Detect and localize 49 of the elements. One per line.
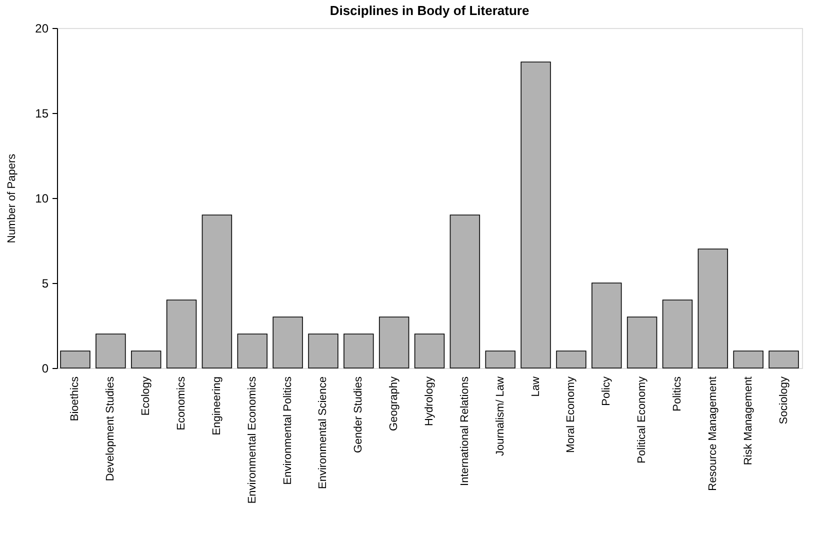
x-tick-label: Sociology <box>778 376 790 424</box>
y-tick-label: 15 <box>35 106 49 120</box>
bar <box>768 350 799 368</box>
x-tick-label: Bioethics <box>69 376 82 422</box>
x-tick-label: Law <box>530 376 542 397</box>
bar <box>414 334 445 368</box>
bar <box>130 350 162 368</box>
bar <box>96 334 126 368</box>
x-tick-label: Ecology <box>140 376 152 416</box>
x-tick-label: Environmental Economics <box>246 376 258 504</box>
x-tick-label: International Relations <box>458 376 471 486</box>
bar <box>237 334 268 368</box>
bar <box>662 300 693 368</box>
x-tick-label: Engineering <box>210 376 223 436</box>
x-tick-label: Geography <box>388 376 400 431</box>
y-tick-label: 5 <box>42 276 49 290</box>
y-tick-label: 20 <box>35 22 49 36</box>
x-tick-label: Hydrology <box>424 376 436 426</box>
bar <box>344 334 374 368</box>
chart-title: Disciplines in Body of Literature <box>330 3 530 18</box>
bar <box>733 350 764 368</box>
bar <box>202 214 232 368</box>
bar <box>520 62 551 368</box>
x-tick-label: Gender Studies <box>352 376 365 453</box>
x-tick-label: Economics <box>176 376 188 430</box>
bar <box>556 350 586 368</box>
x-tick-label: Moral Economy <box>565 376 578 453</box>
x-tick-label: Resource Management <box>706 376 719 491</box>
y-tick-label: 10 <box>35 192 49 206</box>
x-tick-label: Environmental Science <box>317 376 330 490</box>
bar <box>272 316 303 368</box>
x-tick-label: Risk Management <box>742 376 754 466</box>
x-tick-label: Politics <box>671 376 684 412</box>
bar <box>592 282 622 368</box>
x-tick-label: Development Studies <box>104 376 117 482</box>
x-tick-label: Policy <box>600 376 613 406</box>
bar <box>308 334 338 368</box>
bar <box>450 214 480 368</box>
bar <box>626 316 658 368</box>
x-tick-label: Journalism/ Law <box>494 376 506 456</box>
y-axis-title: Number of Papers <box>6 153 18 244</box>
bar <box>166 300 197 368</box>
y-tick-label: 0 <box>42 362 49 376</box>
x-tick-label: Environmental Politics <box>282 376 294 485</box>
bar <box>698 248 728 368</box>
x-tick-label: Political Economy <box>636 376 648 464</box>
bar <box>485 350 516 368</box>
bar <box>378 316 410 368</box>
bar <box>60 350 90 368</box>
